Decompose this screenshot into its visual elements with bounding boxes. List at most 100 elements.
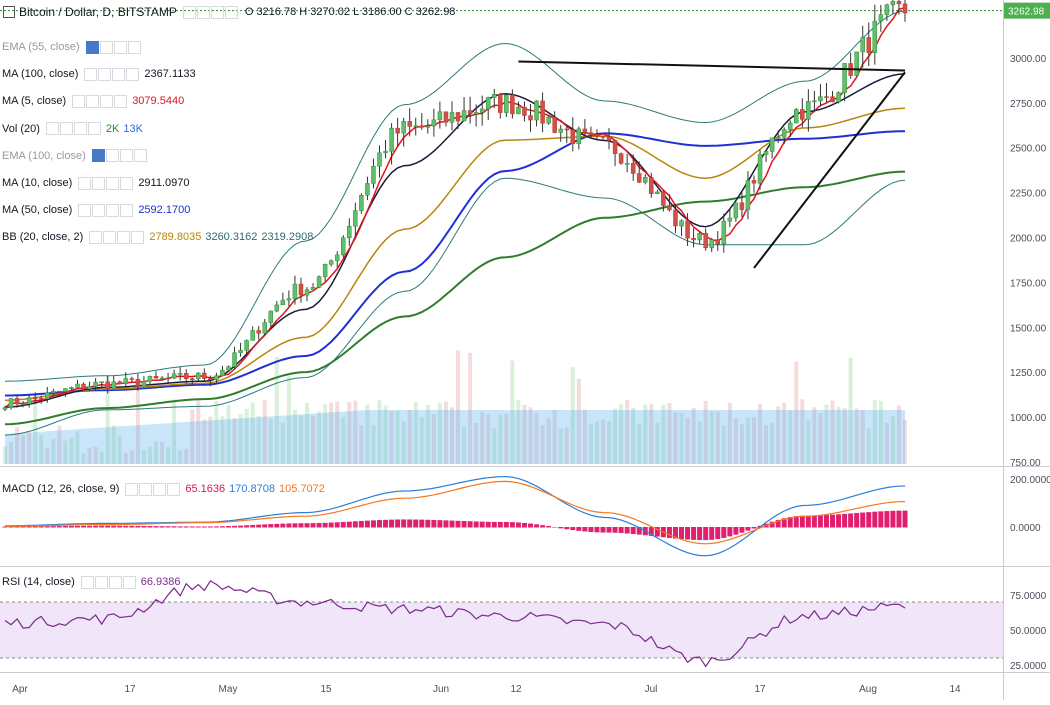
candle-body xyxy=(612,140,618,154)
macd-histogram-bar xyxy=(74,525,80,528)
candle-body xyxy=(582,128,588,133)
volume-bar xyxy=(788,410,793,464)
volume-bar xyxy=(395,410,400,464)
candle-body xyxy=(685,220,690,239)
x-tick-label: 17 xyxy=(124,684,136,695)
volume-bar xyxy=(443,401,448,464)
candle-body xyxy=(159,377,165,380)
rsi-tick-label: 25.0000 xyxy=(1010,661,1047,672)
macd-histogram-bar xyxy=(123,525,129,528)
macd-histogram-bar xyxy=(26,526,32,528)
legend-3-value-1: 13K xyxy=(123,122,143,135)
legend-6-controls[interactable] xyxy=(78,203,134,217)
rsi-tick-label: 50.0000 xyxy=(1010,626,1047,637)
legend-7-label: BB (20, close, 2) xyxy=(2,231,84,244)
volume-bar xyxy=(51,439,56,464)
volume-bar xyxy=(685,417,690,464)
macd-histogram-bar xyxy=(395,519,401,528)
x-tick-label: Jun xyxy=(433,684,449,695)
volume-bar xyxy=(896,405,901,464)
candle-body xyxy=(316,276,322,288)
legend-1-controls[interactable] xyxy=(84,67,140,81)
volume-bar xyxy=(9,442,14,464)
legend-4-controls[interactable] xyxy=(91,149,148,163)
volume-bar xyxy=(818,412,823,464)
candle-body xyxy=(244,340,249,351)
legend-row-1[interactable]: MA (100, close) 2367.1133 xyxy=(2,65,196,83)
legend-2-value-0: 3079.5440 xyxy=(132,95,185,108)
legend-row-2[interactable]: MA (5, close) 3079.5440 xyxy=(2,92,184,110)
volume-bar xyxy=(45,448,50,464)
candle-body xyxy=(389,127,394,152)
legend-5-label: MA (10, close) xyxy=(2,177,73,189)
candle-body xyxy=(679,220,684,227)
volume-bar xyxy=(244,409,249,464)
candle-body xyxy=(643,177,648,183)
volume-bar xyxy=(262,399,267,464)
volume-bar xyxy=(353,400,358,464)
volume-bar xyxy=(347,402,352,464)
candle-body xyxy=(606,136,612,141)
legend-7-controls[interactable] xyxy=(89,230,145,244)
candle-body xyxy=(673,209,678,227)
macd-histogram-bar xyxy=(44,526,50,528)
volume-bar xyxy=(764,425,769,464)
volume-bar xyxy=(558,428,563,464)
legend-row-0[interactable]: EMA (55, close) xyxy=(2,38,142,56)
volume-bar xyxy=(727,402,732,464)
candle-body xyxy=(123,378,129,385)
ma10-line xyxy=(4,73,906,408)
volume-bar xyxy=(27,432,32,464)
legend-row-3[interactable]: Vol (20) 2K 13K xyxy=(2,120,143,138)
legend-row-4[interactable]: EMA (100, close) xyxy=(2,147,148,165)
candle-body xyxy=(226,366,231,371)
volume-bar xyxy=(305,402,310,464)
volume-bar xyxy=(721,425,726,464)
macd-histogram-bar xyxy=(890,510,896,528)
macd-histogram-bar xyxy=(207,526,213,528)
collapse-icon[interactable] xyxy=(3,6,15,18)
volume-bar xyxy=(292,409,297,464)
price-tick-label: 1250.00 xyxy=(1010,368,1047,379)
rsi-controls[interactable] xyxy=(80,575,137,589)
macd-histogram-bar xyxy=(316,523,322,528)
volume-bar xyxy=(15,427,20,464)
volume-bar xyxy=(498,414,503,464)
volume-bar xyxy=(848,357,853,464)
legend-5-controls[interactable] xyxy=(78,176,134,190)
legend-2-controls[interactable] xyxy=(72,94,128,108)
volume-bar xyxy=(751,416,756,464)
candle-body xyxy=(341,237,346,256)
macd-histogram-bar xyxy=(141,525,147,528)
volume-bar xyxy=(709,410,714,464)
volume-bar xyxy=(87,447,92,464)
macd-histogram-bar xyxy=(419,519,425,528)
macd-histogram-bar xyxy=(534,524,540,528)
candle-body xyxy=(93,381,98,387)
macd-histogram-bar xyxy=(232,525,238,528)
macd-histogram-bar xyxy=(618,527,624,534)
candle-body xyxy=(63,388,68,392)
volume-bar xyxy=(335,401,340,464)
macd-histogram-bar xyxy=(491,521,497,528)
macd-controls[interactable] xyxy=(125,482,181,496)
macd-histogram-bar xyxy=(50,526,56,528)
macd-histogram-bar xyxy=(328,522,334,528)
volume-bar xyxy=(371,425,376,464)
volume-bar xyxy=(456,350,461,464)
macd-tick-label: 0.0000 xyxy=(1010,523,1041,534)
volume-bar xyxy=(480,412,485,464)
candle-body xyxy=(902,3,908,14)
macd-histogram-bar xyxy=(2,526,8,528)
legend-3-controls[interactable] xyxy=(45,122,102,136)
legend-row-7[interactable]: BB (20, close, 2) 2789.8035 3260.3162 2319.… xyxy=(2,228,313,246)
volume-bar xyxy=(407,410,412,464)
macd-histogram-bar xyxy=(32,526,38,528)
legend-0-controls[interactable] xyxy=(85,40,142,54)
macd-histogram-bar xyxy=(358,520,364,528)
candle-body xyxy=(202,372,207,379)
legend-row-6[interactable]: MA (50, close) 2592.1700 xyxy=(2,201,190,219)
title-controls[interactable] xyxy=(182,5,239,19)
legend-row-5[interactable]: MA (10, close) 2911.0970 xyxy=(2,174,190,192)
